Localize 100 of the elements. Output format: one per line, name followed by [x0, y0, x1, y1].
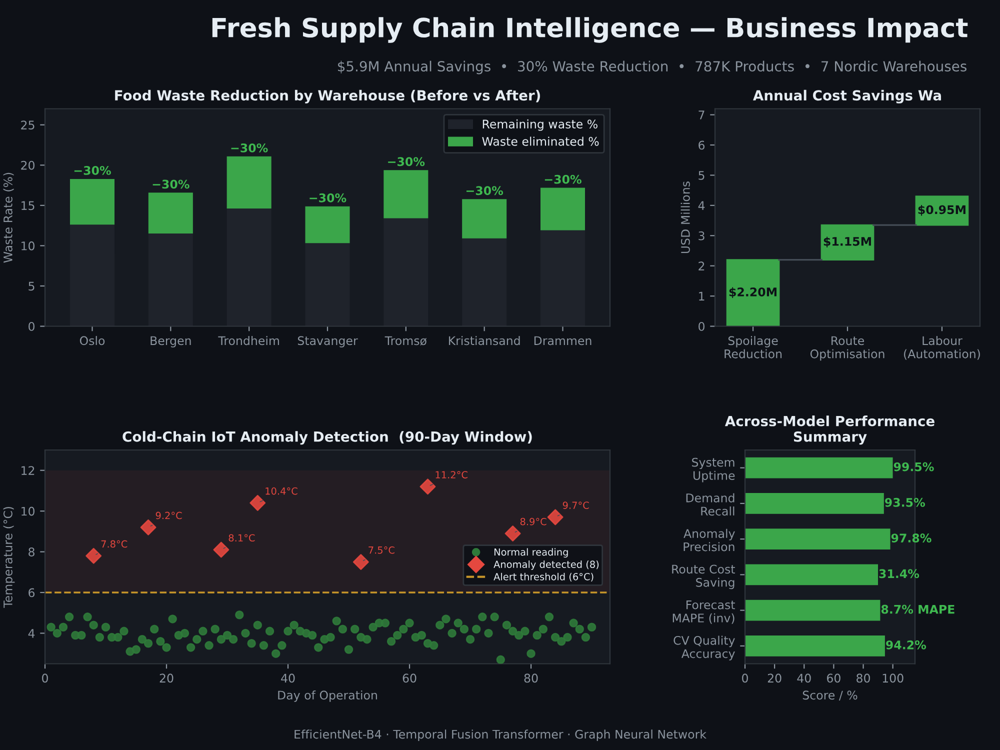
- x-tick-label: 60: [827, 674, 840, 683]
- annotation: 9.7°C: [562, 502, 589, 509]
- x-tick-label: Route Optimisation: [810, 336, 884, 361]
- annotation: 7.5°C: [368, 546, 394, 554]
- y-tick-label: 10: [22, 506, 34, 516]
- point: [213, 542, 230, 558]
- data-label: 99.5%: [894, 462, 934, 472]
- y-tick-label: 7: [698, 110, 704, 120]
- y-tick-label: CV Quality Accuracy: [674, 636, 735, 660]
- y-tick-label: 8: [28, 548, 34, 556]
- data-label: $2.20M: [729, 287, 776, 298]
- x-tick-label: Spoilage Reduction: [724, 336, 782, 358]
- y-axis-title: Temperature (°C): [3, 506, 15, 608]
- y-tick-label: Forecast MAPE (inv): [672, 600, 735, 624]
- y-tick-label: 15: [22, 201, 34, 210]
- annotation: 7.8°C: [101, 540, 128, 548]
- legend-label: Anomaly detected (8): [494, 560, 599, 570]
- x-tick-label: 60: [402, 674, 416, 683]
- x-tick-label: 20: [160, 674, 174, 683]
- legend-label: Waste eliminated %: [482, 136, 599, 146]
- y-tick-label: 5: [28, 282, 34, 291]
- point: [140, 519, 156, 536]
- annotation: 8.7% MAPE: [881, 604, 954, 614]
- x-tick-label: Trondheim: [218, 336, 279, 346]
- data-label: $0.95M: [918, 204, 966, 216]
- point: [352, 554, 369, 570]
- y-tick-label: Route Cost Saving: [672, 564, 735, 590]
- x-tick-label: Tromsø: [384, 336, 427, 346]
- point: [420, 478, 436, 495]
- y-tick-label: 0: [698, 322, 704, 331]
- bar: [745, 457, 893, 478]
- bar: [726, 259, 780, 326]
- point: [504, 525, 521, 542]
- bar: [745, 600, 880, 621]
- point: [547, 509, 564, 526]
- y-tick-label: 4: [28, 629, 35, 638]
- annotation: −30%: [544, 174, 582, 184]
- legend-label: Normal reading: [494, 548, 568, 558]
- annotation: −30%: [231, 143, 268, 152]
- y-tick-label: 3: [698, 231, 704, 240]
- chart-title: Annual Cost Savings Wa: [752, 90, 941, 104]
- bar: [148, 192, 193, 234]
- y-tick-label: System Uptime: [692, 458, 735, 482]
- y-tick-label: 10: [22, 241, 34, 250]
- legend-label: Remaining waste %: [482, 119, 598, 131]
- bar: [384, 170, 428, 218]
- y-tick-label: 12: [22, 466, 34, 475]
- x-tick-label: 20: [768, 674, 782, 683]
- text: $5.9M Annual Savings • 30% Waste Reduction • 787K Products • 7 Nordic Warehouses: [338, 60, 966, 74]
- annotation: −30%: [74, 166, 111, 175]
- chart-title: Across-Model Performance Summary: [724, 416, 934, 445]
- x-tick-label: 80: [524, 674, 538, 683]
- legend-label: Alert threshold (6°C): [494, 572, 594, 582]
- bar: [462, 199, 507, 238]
- text: EfficientNet-B4 · Temporal Fusion Transformer · Graph Neural Network: [294, 730, 706, 741]
- y-axis-title: Waste Rate (%): [3, 172, 14, 263]
- bar: [745, 564, 878, 586]
- x-tick-label: 0: [42, 674, 48, 683]
- data-label: 97.8%: [891, 534, 932, 542]
- x-axis-title: Day of Operation: [278, 690, 377, 702]
- y-tick-label: Anomaly Precision: [684, 528, 735, 552]
- y-axis-title: USD Millions: [680, 182, 690, 254]
- chart-title: Food Waste Reduction by Warehouse (Before vs After): [115, 90, 540, 104]
- y-tick-label: 0: [28, 322, 34, 331]
- x-tick-label: 100: [882, 674, 904, 683]
- bar: [540, 188, 586, 230]
- y-tick-label: Demand Recall: [686, 493, 734, 516]
- x-tick-label: Drammen: [534, 336, 592, 346]
- x-tick-label: 40: [281, 674, 295, 683]
- bar: [305, 206, 350, 244]
- x-tick-label: Oslo: [80, 336, 105, 346]
- x-tick-label: 0: [742, 674, 748, 683]
- data-label: 94.2%: [886, 640, 926, 650]
- x-tick-label: Kristiansand: [448, 336, 520, 346]
- y-tick-label: 2: [698, 262, 704, 270]
- x-tick-label: Bergen: [150, 336, 191, 348]
- annotation: 9.2°C: [156, 512, 182, 520]
- bar: [226, 156, 272, 209]
- x-tick-label: 80: [856, 674, 870, 683]
- chart-title: Cold-Chain IoT Anomaly Detection (90-Day Window): [122, 431, 532, 445]
- y-tick-label: 6: [28, 588, 35, 598]
- x-tick-label: Labour (Automation): [904, 336, 980, 360]
- data-label: 93.5%: [885, 498, 925, 507]
- y-tick-label: 20: [21, 160, 34, 170]
- bar: [745, 492, 884, 514]
- x-tick-label: 40: [797, 674, 811, 683]
- y-tick-label: 5: [698, 171, 704, 180]
- data-label: $1.15M: [824, 236, 871, 248]
- bar: [745, 635, 885, 656]
- annotation: 8.9°C: [520, 518, 546, 526]
- point: [250, 494, 266, 511]
- annotation: −30%: [466, 186, 504, 196]
- annotation: 8.1°C: [228, 534, 255, 542]
- y-tick-label: 25: [21, 120, 34, 130]
- annotation: −30%: [152, 180, 190, 189]
- y-tick-label: 4: [698, 201, 705, 210]
- point: [86, 548, 102, 564]
- x-axis-title: Score / %: [802, 690, 858, 701]
- y-tick-label: 1: [699, 292, 704, 301]
- y-tick-label: 6: [698, 140, 705, 150]
